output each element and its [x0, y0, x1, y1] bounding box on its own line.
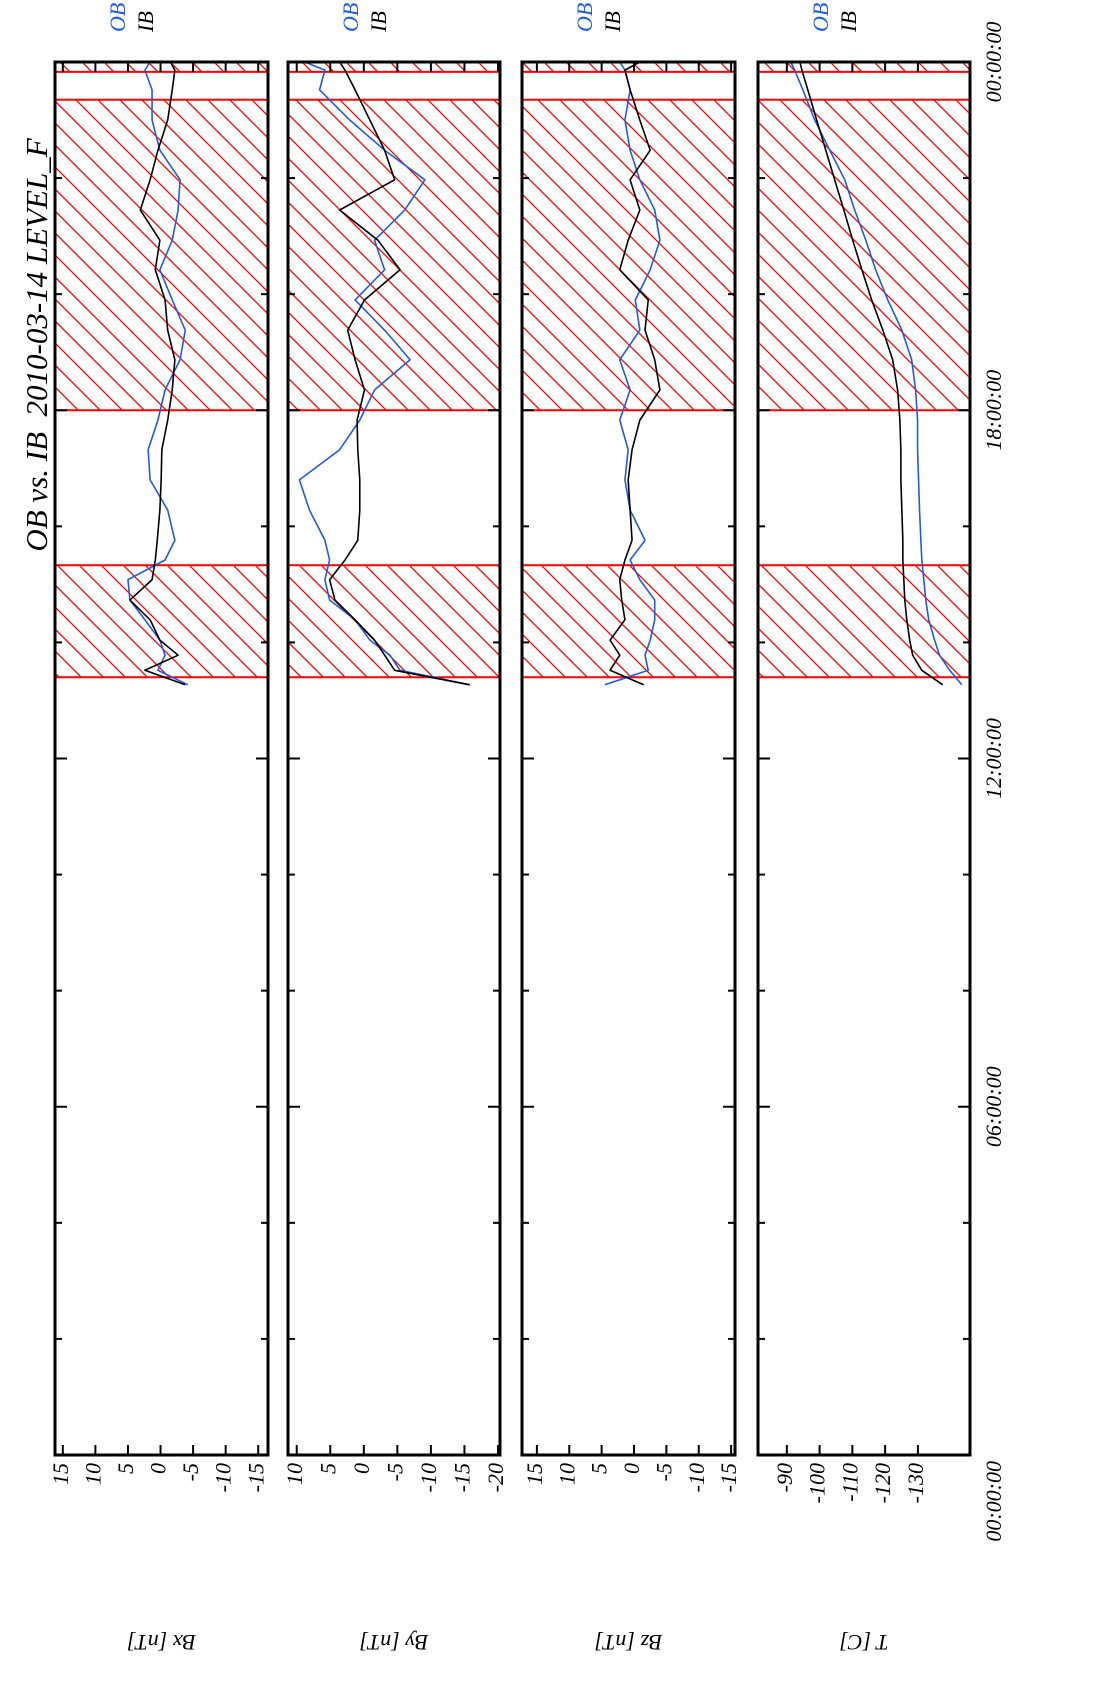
- legend-label: OB: [572, 3, 597, 32]
- legend-label: IB: [600, 11, 625, 33]
- chart-title: OB vs. IB 2010-03-14 LEVEL_F: [19, 137, 54, 551]
- y-tick-label: -20: [483, 1463, 508, 1492]
- y-tick-label: 15: [522, 1463, 547, 1485]
- y-tick-label: -130: [903, 1463, 928, 1503]
- y-tick-label: 5: [113, 1463, 138, 1474]
- y-tick-label: 10: [554, 1463, 579, 1485]
- plot-lines: [127, 62, 189, 686]
- series-line: [790, 62, 963, 686]
- legend-label: OB: [338, 3, 363, 32]
- series-line: [127, 62, 189, 686]
- y-tick-label: 5: [587, 1463, 612, 1474]
- y-tick-label: -15: [716, 1463, 741, 1492]
- series-line: [609, 62, 661, 686]
- x-tick-label: 18:00:00: [981, 370, 1006, 451]
- legend-label: IB: [366, 11, 391, 33]
- shaded-region: [521, 98, 736, 412]
- y-tick-label: 10: [80, 1463, 105, 1485]
- series-line: [799, 62, 944, 686]
- y-axis-label: Bz [nT]: [595, 1630, 663, 1655]
- series-line: [604, 62, 661, 686]
- shaded-region: [54, 564, 269, 679]
- y-tick-label: 10: [282, 1463, 307, 1485]
- y-tick-label: -120: [870, 1463, 895, 1503]
- plot-lines: [298, 62, 470, 686]
- y-tick-label: -15: [243, 1463, 268, 1492]
- series-line: [328, 62, 470, 686]
- x-tick-label: 06:00:00: [981, 1066, 1006, 1147]
- y-tick-label: -10: [416, 1463, 441, 1492]
- plot-lines: [604, 62, 661, 686]
- y-tick-label: 0: [349, 1463, 374, 1474]
- y-tick-label: 0: [146, 1463, 171, 1474]
- series-line: [129, 62, 186, 686]
- y-tick-label: 15: [48, 1463, 73, 1485]
- y-axis-label: T [C]: [839, 1630, 888, 1655]
- y-tick-label: -100: [805, 1463, 830, 1503]
- legend-label: OB: [105, 3, 130, 32]
- y-tick-label: -110: [837, 1463, 862, 1502]
- x-tick-label: 00:00:00: [981, 1461, 1006, 1542]
- y-tick-label: -5: [382, 1463, 407, 1481]
- y-tick-label: -10: [684, 1463, 709, 1492]
- y-tick-label: 0: [619, 1463, 644, 1474]
- y-tick-label: -10: [211, 1463, 236, 1492]
- y-tick-label: -5: [651, 1463, 676, 1481]
- y-axis-label: By [nT]: [359, 1630, 428, 1655]
- legend-label: IB: [836, 11, 861, 33]
- y-tick-label: -5: [178, 1463, 203, 1481]
- y-tick-label: 5: [315, 1463, 340, 1474]
- legend-label: OB: [808, 3, 833, 32]
- y-tick-label: -15: [449, 1463, 474, 1492]
- legend-label: IB: [133, 11, 158, 33]
- x-tick-label: 12:00:00: [981, 718, 1006, 799]
- shaded-region: [54, 98, 269, 412]
- y-tick-label: -90: [772, 1463, 797, 1492]
- shaded-region: [757, 98, 971, 412]
- x-tick-label: 00:00:00: [981, 22, 1006, 103]
- shaded-region: [521, 564, 736, 679]
- y-axis-label: Bx [nT]: [127, 1630, 196, 1655]
- shaded-region: [757, 564, 971, 679]
- plot-lines: [790, 62, 963, 686]
- shaded-region: [287, 98, 501, 412]
